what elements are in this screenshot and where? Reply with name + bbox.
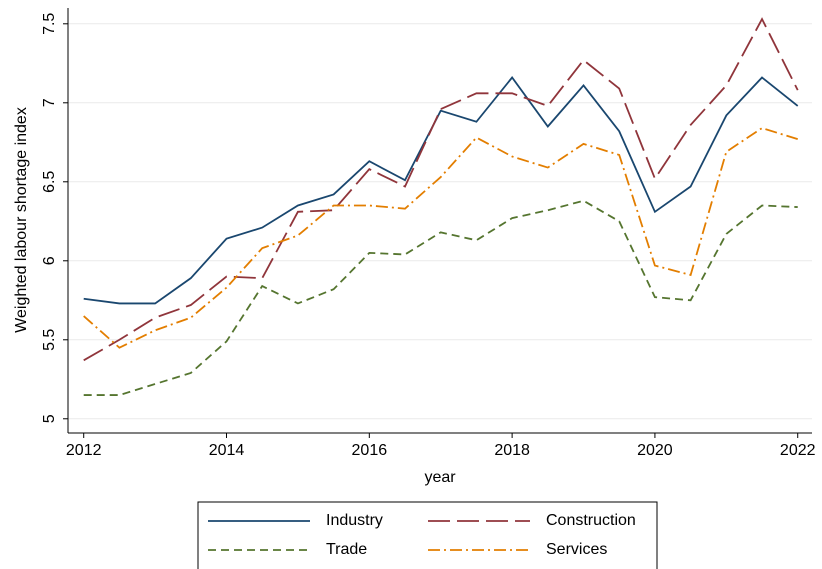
y-tick-label: 6.5 (41, 171, 58, 193)
legend-label: Industry (326, 512, 383, 529)
legend-label: Construction (546, 512, 636, 529)
series-line (83, 127, 798, 349)
y-tick-label: 6 (41, 256, 58, 265)
x-tick-label: 2016 (352, 442, 388, 459)
legend-label: Services (546, 541, 607, 558)
x-axis-label: year (424, 469, 456, 486)
legend-label: Trade (326, 541, 367, 558)
y-tick-label: 5.5 (41, 329, 58, 351)
x-tick-label: 2014 (209, 442, 245, 459)
y-tick-label: 7.5 (41, 13, 58, 35)
x-tick-label: 2012 (66, 442, 102, 459)
y-tick-label: 7 (41, 98, 58, 107)
x-tick-label: 2018 (494, 442, 530, 459)
series-line (83, 17, 799, 362)
series-line (83, 76, 799, 305)
x-tick-label: 2022 (780, 442, 816, 459)
legend-box (197, 501, 658, 569)
y-axis-label: Weighted labour shortage index (13, 107, 30, 333)
x-tick-label: 2020 (637, 442, 673, 459)
y-tick-label: 5 (41, 414, 58, 423)
series-line (83, 199, 798, 396)
